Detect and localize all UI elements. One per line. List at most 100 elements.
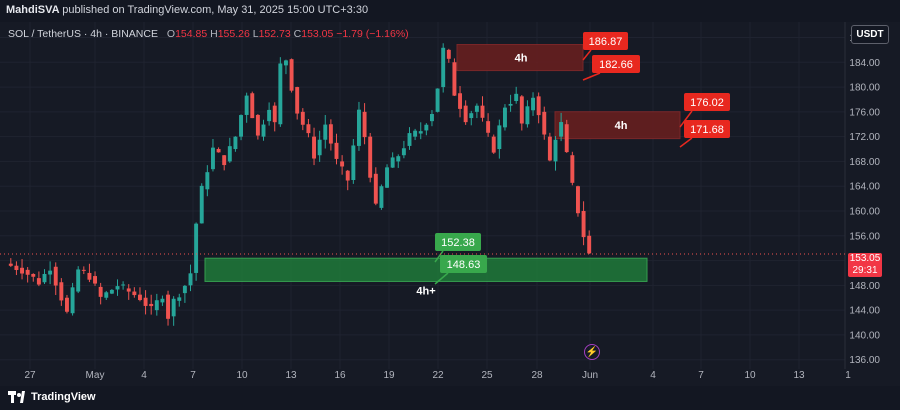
candle-body bbox=[194, 223, 199, 273]
candle-body bbox=[25, 269, 30, 275]
x-tick-label: 10 bbox=[744, 370, 756, 381]
x-tick-label: May bbox=[86, 370, 105, 381]
high-label: H bbox=[210, 28, 218, 40]
candle-body bbox=[109, 289, 114, 294]
candle-body bbox=[486, 121, 491, 133]
currency-button[interactable]: USDT bbox=[851, 25, 889, 44]
price-label: 171.68 bbox=[690, 124, 724, 136]
price-label-pointer bbox=[434, 272, 449, 285]
price-label-box bbox=[583, 32, 628, 50]
y-tick-label: 176.00 bbox=[849, 107, 880, 118]
price-label: 176.02 bbox=[690, 97, 724, 109]
candle-body bbox=[126, 288, 131, 292]
open-value: 154.85 bbox=[175, 28, 208, 40]
price-label-pointer bbox=[679, 110, 693, 128]
price-label: 152.38 bbox=[441, 237, 475, 249]
candle-body bbox=[160, 298, 165, 303]
close-label: C bbox=[293, 28, 302, 40]
candle-body bbox=[328, 124, 333, 144]
candle-body bbox=[312, 136, 317, 159]
price-label: 186.87 bbox=[589, 36, 623, 48]
y-tick-label: 136.00 bbox=[849, 355, 880, 366]
candle-body bbox=[295, 87, 300, 114]
candle-body bbox=[154, 300, 159, 311]
candle-body bbox=[20, 267, 25, 274]
candle-body bbox=[261, 124, 266, 137]
zone-label: 4h bbox=[615, 120, 628, 132]
candle-body bbox=[502, 107, 507, 128]
symbol-legend: SOL / TetherUS · 4h · BINANCE O154.85 H1… bbox=[8, 28, 409, 40]
candle-body bbox=[452, 62, 457, 96]
candle-body bbox=[491, 136, 496, 153]
candle-body bbox=[42, 273, 47, 283]
candle-body bbox=[390, 157, 395, 168]
x-tick-label: 22 bbox=[432, 370, 444, 381]
price-label-pointer bbox=[434, 250, 444, 263]
candle-body bbox=[553, 139, 558, 162]
x-tick-label: 13 bbox=[285, 370, 297, 381]
candle-body bbox=[547, 136, 552, 161]
candle-body bbox=[531, 97, 536, 111]
candle-body bbox=[458, 93, 463, 109]
candle-body bbox=[14, 265, 19, 271]
candle-body bbox=[497, 125, 502, 150]
close-value: 153.05 bbox=[301, 28, 334, 40]
tradingview-logo[interactable]: TradingView bbox=[8, 391, 96, 403]
candle-body bbox=[317, 139, 322, 156]
candle-body bbox=[104, 292, 109, 298]
candle-body bbox=[199, 185, 204, 224]
y-tick-label: 160.00 bbox=[849, 206, 880, 217]
candle-body bbox=[188, 273, 193, 286]
candle-body bbox=[418, 131, 423, 134]
candle-body bbox=[143, 297, 148, 306]
candle-body bbox=[581, 210, 586, 238]
candle-body bbox=[166, 294, 171, 319]
open-label: O bbox=[166, 28, 176, 40]
candle-body bbox=[137, 294, 142, 301]
bar-countdown: 29:31 bbox=[852, 265, 878, 276]
candle-body bbox=[98, 286, 103, 297]
change-value: −1.79 (−1.16%) bbox=[336, 28, 409, 40]
y-tick-label: 164.00 bbox=[849, 182, 880, 193]
candle-body bbox=[536, 96, 541, 116]
candle-body bbox=[474, 105, 479, 112]
publish-text: published on TradingView.com, May 31, 20… bbox=[62, 4, 369, 16]
y-tick-label: 144.00 bbox=[849, 306, 880, 317]
y-tick-label: 156.00 bbox=[849, 231, 880, 242]
candle-body bbox=[115, 286, 120, 290]
candle-body bbox=[87, 272, 92, 280]
last-price-tag: 153.05 29:31 bbox=[848, 253, 882, 277]
candle-body bbox=[210, 147, 215, 170]
y-tick-label: 184.00 bbox=[849, 58, 880, 69]
candle-body bbox=[559, 122, 564, 137]
candle-body bbox=[385, 167, 390, 188]
candle-body bbox=[31, 273, 36, 277]
candle-body bbox=[233, 136, 238, 150]
price-label: 182.66 bbox=[599, 59, 633, 71]
candle-body bbox=[542, 111, 547, 135]
candle-body bbox=[81, 269, 86, 271]
publish-bar: MahdiSVA published on TradingView.com, M… bbox=[0, 0, 900, 22]
candle-body bbox=[570, 155, 575, 183]
price-label-box bbox=[684, 93, 730, 111]
candle-body bbox=[564, 124, 569, 153]
candle-body bbox=[255, 114, 260, 136]
candle-body bbox=[64, 297, 69, 312]
price-label-box bbox=[440, 255, 487, 273]
tradingview-brand: TradingView bbox=[31, 391, 96, 403]
candle-body bbox=[300, 111, 305, 125]
lightning-icon[interactable]: ⚡ bbox=[584, 344, 600, 360]
candle-body bbox=[267, 109, 272, 122]
price-label-box bbox=[435, 233, 481, 251]
price-label: 148.63 bbox=[447, 259, 481, 271]
x-tick-label: 7 bbox=[698, 370, 704, 381]
author-name[interactable]: MahdiSVA bbox=[6, 4, 60, 16]
last-price-value: 153.05 bbox=[849, 253, 881, 264]
resistance-zone-lower bbox=[554, 111, 681, 140]
candle-body bbox=[429, 114, 434, 122]
candle-body bbox=[289, 59, 294, 91]
high-value: 155.26 bbox=[217, 28, 250, 40]
symbol-name[interactable]: SOL / TetherUS · 4h · BINANCE bbox=[8, 28, 158, 40]
tradingview-mark-icon bbox=[8, 391, 26, 403]
